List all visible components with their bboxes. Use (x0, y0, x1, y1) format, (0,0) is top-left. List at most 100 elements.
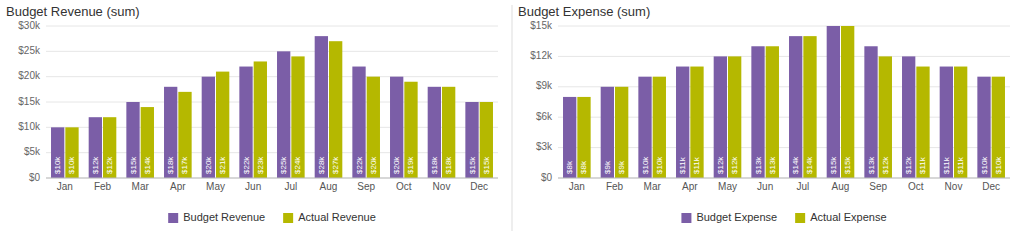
grid-line (46, 26, 498, 27)
data-label: $18k (444, 156, 453, 174)
title: Budget Revenue (sum) (6, 4, 140, 19)
data-label: $20k (392, 156, 401, 174)
data-label: $15k (468, 156, 477, 174)
data-label: $25k (279, 156, 288, 174)
data-label: $9k (617, 160, 626, 174)
data-label: $11k (918, 156, 927, 174)
data-label: $27k (331, 156, 340, 174)
grid-line (46, 76, 498, 77)
data-label: $13k (754, 156, 763, 174)
bar (65, 127, 78, 178)
bar (442, 87, 455, 178)
data-label: $11k (942, 156, 951, 174)
y-tick-label: $0 (29, 172, 41, 183)
y-tick-label: $3k (536, 141, 553, 152)
bar (89, 117, 102, 178)
legend-label: Budget Expense (696, 211, 777, 223)
data-label: $20k (369, 156, 378, 174)
bar (954, 67, 967, 178)
data-label: $12k (716, 156, 725, 174)
x-tick-label: Feb (94, 181, 112, 192)
x-tick-label: May (718, 181, 737, 192)
bar (428, 87, 441, 178)
x-tick-label: Dec (470, 181, 488, 192)
bar (239, 67, 252, 178)
x-tick-label: Apr (682, 181, 698, 192)
legend-swatch (681, 213, 691, 223)
x-tick-label: Aug (832, 181, 850, 192)
y-tick-label: $30k (18, 20, 41, 31)
x-tick-label: Jul (796, 181, 809, 192)
data-label: $24k (293, 156, 302, 174)
legend-swatch (283, 213, 293, 223)
data-label: $15k (843, 156, 852, 174)
bar (254, 61, 267, 178)
bar (329, 41, 342, 178)
x-tick-label: May (206, 181, 225, 192)
bar (202, 77, 215, 178)
bar (601, 87, 614, 178)
data-label: $12k (91, 156, 100, 174)
bar (404, 82, 417, 178)
bar (690, 67, 703, 178)
separator (512, 5, 513, 231)
bar (864, 46, 877, 178)
x-tick-label: Feb (606, 181, 624, 192)
data-label: $10k (655, 156, 664, 174)
bar (916, 67, 929, 178)
bar (676, 67, 689, 178)
data-labels: $10k$12k$15k$18k$20k$22k$25k$28k$22k$20k… (53, 156, 491, 174)
bar (789, 36, 802, 178)
bar (315, 36, 328, 178)
title: Budget Expense (sum) (518, 4, 650, 19)
bar (902, 56, 915, 178)
bar (277, 51, 290, 178)
legend-swatch (168, 213, 178, 223)
data-labels: $8k$9k$10k$11k$12k$13k$14k$15k$13k$12k$1… (565, 156, 1003, 174)
data-label: $15k (129, 156, 138, 174)
data-label: $11k (956, 156, 965, 174)
bar (352, 67, 365, 178)
bar (827, 26, 840, 178)
x-tick-label: Jun (757, 181, 773, 192)
data-label: $13k (768, 156, 777, 174)
x-tick-label: Dec (982, 181, 1000, 192)
data-label: $28k (317, 156, 326, 174)
data-label: $15k (482, 156, 491, 174)
bar (577, 97, 590, 178)
data-label: $11k (692, 156, 701, 174)
y-tick-label: $15k (530, 20, 553, 31)
bars (563, 26, 1005, 178)
panel: Budget Revenue (sum)$0$5k$10k$15k$20k$25… (6, 4, 498, 223)
bar (728, 56, 741, 178)
data-label: $12k (904, 156, 913, 174)
legend: Budget Expense Actual Expense (681, 211, 886, 223)
bar (751, 46, 764, 178)
data-label: $8k (579, 160, 588, 174)
data-label: $18k (430, 156, 439, 174)
x-tick-label: Mar (644, 181, 662, 192)
grid-line (46, 51, 498, 52)
legend: Budget RevenueActual Revenue (168, 211, 376, 223)
legend-swatch (795, 213, 805, 223)
x-tick-label: Jul (284, 181, 297, 192)
legend-label: Actual Expense (810, 211, 886, 223)
data-label: $10k (994, 156, 1003, 174)
bar (126, 102, 139, 178)
bar (216, 72, 229, 178)
bar (714, 56, 727, 178)
bar (940, 67, 953, 178)
bar (291, 56, 304, 178)
bars (51, 36, 493, 178)
panel: Budget Expense (sum)$0$3k$6k$9k$12k$15k$… (518, 4, 1010, 223)
bar (766, 46, 779, 178)
data-label: $17k (180, 156, 189, 174)
data-label: $10k (980, 156, 989, 174)
x-tick-label: Aug (320, 181, 338, 192)
bar (841, 26, 854, 178)
y-tick-label: $25k (18, 45, 41, 56)
y-tick-label: $0 (541, 172, 553, 183)
data-label: $22k (242, 156, 251, 174)
data-label: $19k (406, 156, 415, 174)
bar (879, 56, 892, 178)
